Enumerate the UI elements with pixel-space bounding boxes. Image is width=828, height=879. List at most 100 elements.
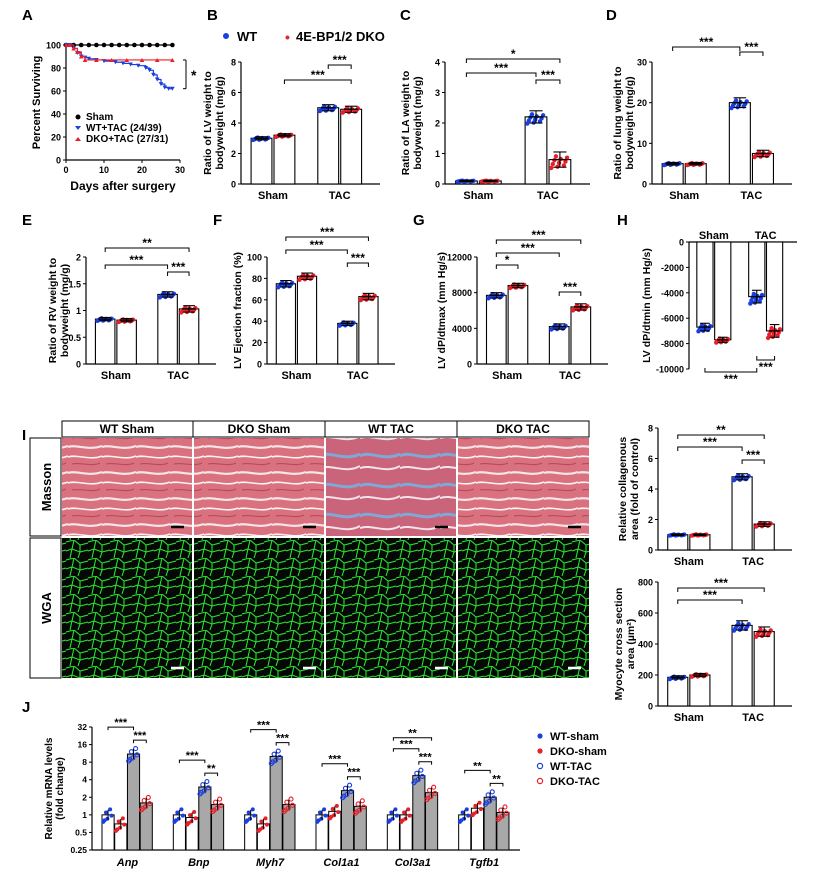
survival-marker xyxy=(67,43,73,47)
data-point xyxy=(115,827,120,832)
bar xyxy=(178,308,200,365)
data-point xyxy=(200,782,206,788)
sig-bracket xyxy=(704,368,758,373)
y-axis-label: (fold change) xyxy=(55,757,66,820)
data-point xyxy=(323,813,328,818)
y-tick-label: 2 xyxy=(231,149,236,159)
data-point xyxy=(211,807,217,813)
row-label-box-masson xyxy=(29,437,62,537)
data-point xyxy=(103,810,108,815)
bar xyxy=(353,805,367,851)
panel-letters: A B C D E F G H I J xyxy=(22,7,628,716)
panel-letter-I: I xyxy=(22,427,26,444)
sig-label: *** xyxy=(746,448,760,462)
survival-marker xyxy=(120,61,126,66)
sig-bracket xyxy=(204,772,219,777)
data-point xyxy=(355,106,361,111)
group-label: Sham xyxy=(674,556,704,568)
wga-wt-tac-image xyxy=(326,538,456,678)
data-point xyxy=(317,810,322,815)
data-point xyxy=(284,799,290,805)
y-tick-label: 16 xyxy=(78,740,88,750)
sig-label: *** xyxy=(347,767,361,779)
group-label: Sham xyxy=(674,712,704,724)
bar-panel-c: 0 1 2 3 4 Ratio of LA weight to bodyweight (mg… xyxy=(400,47,590,202)
panel-a-survival-chart: 0 20 40 60 80 100 0 10 20 30 Percent Surviving Days… xyxy=(31,41,197,194)
y-tick-label: 0 xyxy=(56,156,61,166)
data-point xyxy=(116,819,121,824)
sig-bracket xyxy=(133,739,147,744)
y-tick-label: 1 xyxy=(435,149,440,159)
category-label: Col1a1 xyxy=(323,857,359,869)
y-tick-label: 1 xyxy=(76,306,81,316)
data-point xyxy=(412,778,418,784)
data-point xyxy=(212,799,219,805)
data-point xyxy=(341,793,347,799)
data-point xyxy=(485,792,491,798)
masson-wt-sham-image xyxy=(62,438,192,536)
data-point xyxy=(282,807,289,813)
y-axis-label: Relative collagenous xyxy=(617,437,629,542)
sig-bracket xyxy=(346,262,369,267)
data-point xyxy=(549,165,554,171)
wga-wt-sham-image xyxy=(62,538,192,678)
survival-marker xyxy=(143,66,149,70)
y-axis-label: bodyweight (mg/g) xyxy=(214,76,226,169)
data-point xyxy=(128,749,134,755)
y-tick-label: -8000 xyxy=(661,339,684,349)
data-point xyxy=(264,822,269,827)
data-point xyxy=(414,770,420,776)
sig-label: *** xyxy=(541,68,555,82)
group-label: Sham xyxy=(281,370,311,382)
data-point xyxy=(402,810,407,815)
y-tick-label: 8 xyxy=(82,757,87,767)
data-point xyxy=(122,822,127,827)
survival-marker xyxy=(124,57,130,62)
data-point xyxy=(198,789,204,796)
panel-letter-B: B xyxy=(207,7,218,24)
data-point xyxy=(180,813,185,818)
data-point xyxy=(585,303,590,309)
data-point xyxy=(342,785,348,791)
survival-marker xyxy=(63,43,69,47)
sig-label: *** xyxy=(532,228,546,242)
legend-label: WT+TAC (24/39) xyxy=(86,123,162,134)
sig-bracket xyxy=(321,763,349,767)
y-tick-label: 2 xyxy=(435,119,440,129)
wga-dko-sham-image xyxy=(194,538,324,678)
survival-marker xyxy=(162,85,168,90)
sig-bracket xyxy=(107,726,135,731)
survival-marker xyxy=(147,42,152,48)
data-point xyxy=(204,778,210,785)
survival-marker xyxy=(170,57,175,62)
bar-panel-i-myocyte: 0 200 400 600 800 Myocyte cross section area (… xyxy=(613,576,792,724)
sig-label: *** xyxy=(276,733,290,745)
data-point xyxy=(556,160,562,166)
sig-label: ** xyxy=(408,728,417,740)
sig-bracket xyxy=(465,58,561,63)
y-tick-label: 0 xyxy=(76,360,81,370)
legend-marker xyxy=(75,114,81,120)
sig-label: *** xyxy=(310,238,324,252)
survival-marker xyxy=(128,62,133,67)
x-tick-label: 30 xyxy=(175,165,185,175)
y-tick-label: 32 xyxy=(78,722,88,732)
top-legend: WT • 4E-BP1/2 DKO xyxy=(223,29,385,45)
data-point xyxy=(491,795,497,801)
survival-marker xyxy=(170,42,175,48)
y-axis-label: Ratio of RV weight to xyxy=(47,258,59,363)
histology-image-grid: WT Sham DKO Sham WT TAC DKO TAC Masson W… xyxy=(29,420,590,679)
category-label: Tgfb1 xyxy=(469,857,499,869)
data-point xyxy=(361,804,367,810)
y-tick-label: 4 xyxy=(231,119,236,129)
data-point xyxy=(288,796,294,802)
bar xyxy=(485,294,507,365)
sig-bracket xyxy=(327,64,352,69)
survival-marker xyxy=(124,42,130,48)
sig-label: *** xyxy=(699,35,713,49)
sig-bracket xyxy=(756,356,776,361)
sig-bracket xyxy=(495,252,560,257)
y-tick-label: 600 xyxy=(638,609,653,619)
bar xyxy=(765,241,784,332)
